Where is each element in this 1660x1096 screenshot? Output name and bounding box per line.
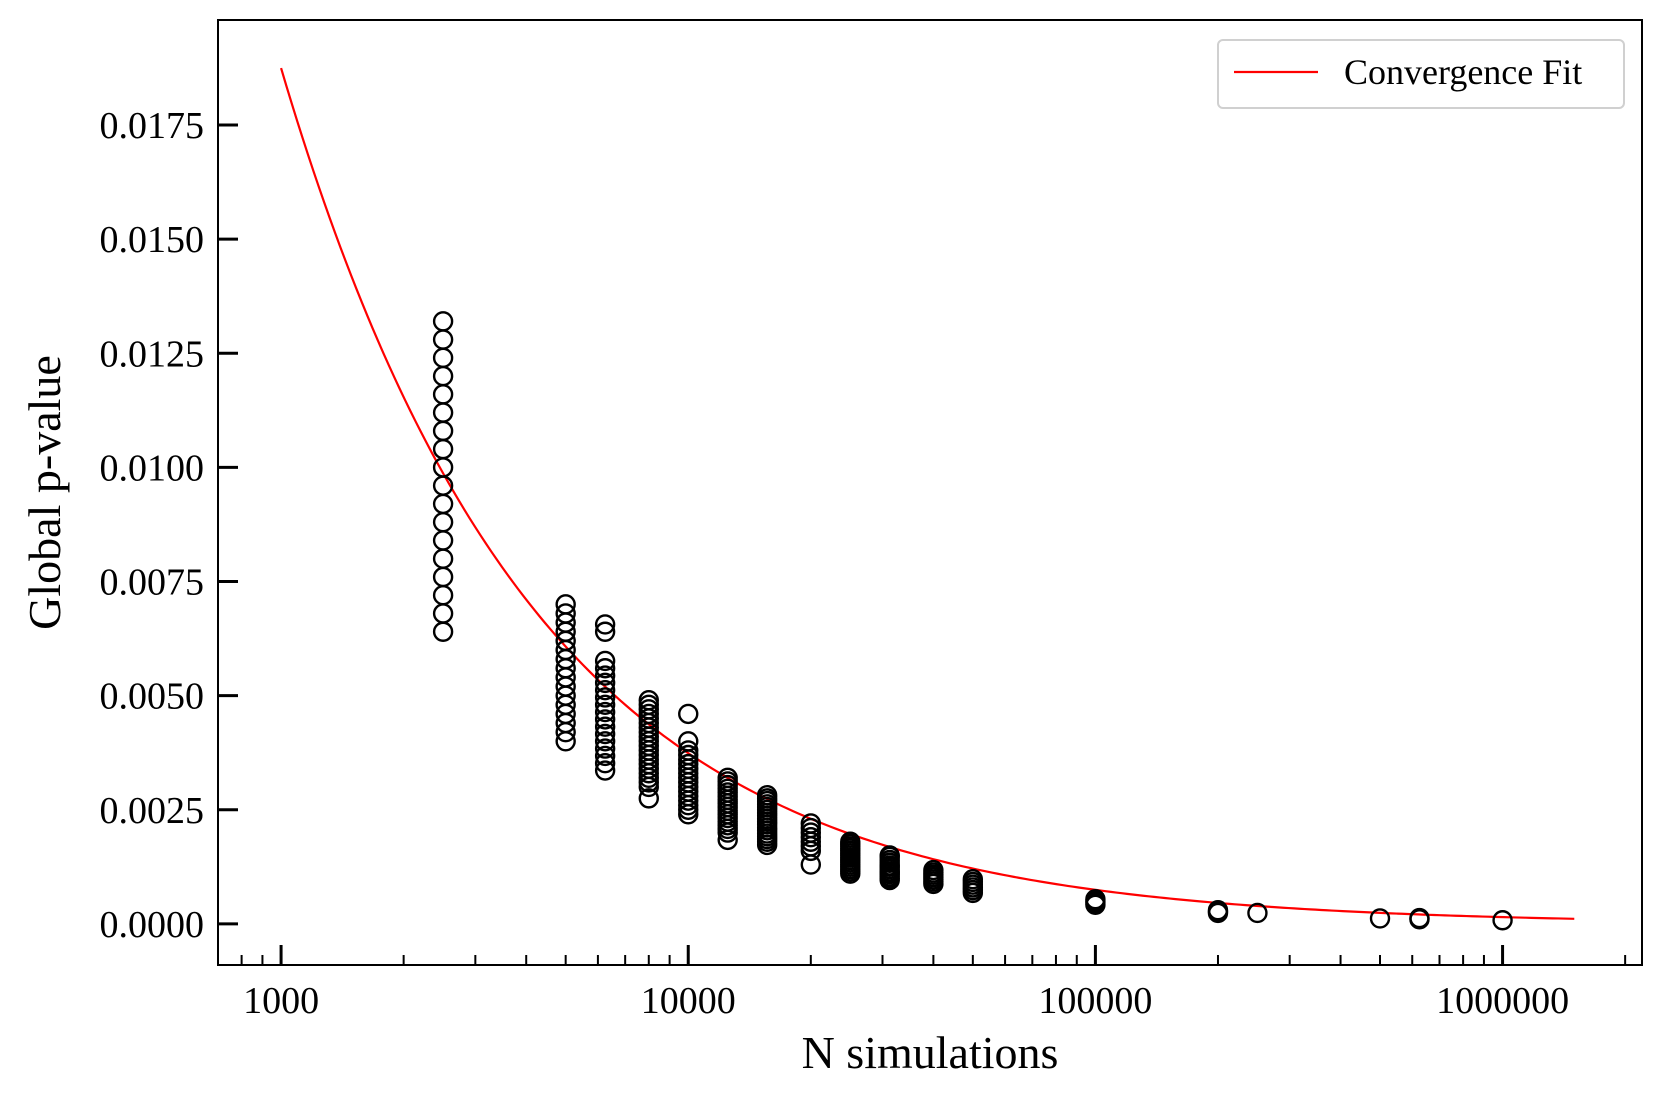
data-point <box>923 859 944 881</box>
data-point <box>638 690 659 711</box>
convergence-fit-line <box>280 67 1575 920</box>
x-tick-label: 100000 <box>1038 980 1152 1022</box>
data-point <box>594 701 616 723</box>
data-point <box>594 665 616 686</box>
data-point <box>594 621 616 642</box>
data-point <box>638 788 659 809</box>
data-point <box>678 731 699 752</box>
legend: Convergence Fit <box>1217 39 1625 109</box>
data-point <box>432 329 454 350</box>
data-point <box>432 493 454 515</box>
data-point <box>432 438 454 460</box>
data-point <box>594 709 616 730</box>
y-tick-label: 0.0175 <box>100 105 205 147</box>
plot-area: 0.0000 0.0025 0.0050 0.0075 0.0100 0.0125 0.01… <box>100 19 1643 1022</box>
data-point <box>594 679 616 701</box>
y-tick-label: 0.0050 <box>100 676 205 718</box>
data-point <box>594 753 616 774</box>
data-point <box>594 687 616 708</box>
x-tick-label: 10000 <box>641 980 736 1022</box>
data-point <box>1207 900 1229 921</box>
legend-label: Convergence Fit <box>1344 52 1582 92</box>
y-tick-label: 0.0125 <box>100 333 205 375</box>
data-point <box>432 402 454 423</box>
x-tick-label: 1000000 <box>1436 980 1569 1022</box>
data-point <box>432 347 454 369</box>
data-point <box>840 831 861 852</box>
data-point <box>594 658 616 679</box>
data-point <box>594 760 616 781</box>
data-point <box>432 585 454 606</box>
data-point <box>432 603 454 624</box>
x-axis-title: N simulations <box>802 1027 1059 1078</box>
data-point <box>432 311 454 332</box>
data-point <box>594 723 616 745</box>
data-point <box>432 384 454 405</box>
y-tick-label: 0.0025 <box>100 790 205 832</box>
data-point <box>432 420 454 442</box>
data-point <box>1247 902 1268 924</box>
data-point <box>1409 907 1430 929</box>
data-point <box>432 621 454 642</box>
y-tick-label: 0.0075 <box>100 562 205 604</box>
data-point <box>1492 910 1513 931</box>
data-point <box>800 813 822 834</box>
data-point <box>594 672 616 694</box>
data-point <box>594 731 616 752</box>
data-point <box>555 594 576 615</box>
data-point <box>432 530 454 551</box>
y-tick-label: 0.0000 <box>100 904 205 946</box>
data-point <box>594 694 616 715</box>
y-tick-label: 0.0100 <box>100 447 205 489</box>
data-point <box>594 614 616 635</box>
data-point <box>432 566 454 588</box>
data-point <box>756 784 778 806</box>
y-axis-title: Global p-value <box>19 355 70 630</box>
legend-box <box>1217 39 1625 109</box>
data-point <box>594 716 616 737</box>
data-point <box>1085 889 1106 910</box>
data-point <box>1369 908 1391 929</box>
data-point <box>555 603 576 624</box>
data-point <box>879 845 900 866</box>
data-point <box>594 745 616 767</box>
data-point <box>678 740 699 761</box>
data-point <box>678 703 699 725</box>
data-point <box>432 511 454 533</box>
y-tick-label: 0.0150 <box>100 219 205 261</box>
data-point <box>594 738 616 759</box>
data-point <box>962 868 984 890</box>
data-point <box>717 767 738 789</box>
data-point <box>594 650 616 672</box>
plot-frame <box>217 19 1643 966</box>
data-point <box>432 365 454 387</box>
x-tick-label: 1000 <box>243 980 319 1022</box>
data-point <box>432 548 454 569</box>
